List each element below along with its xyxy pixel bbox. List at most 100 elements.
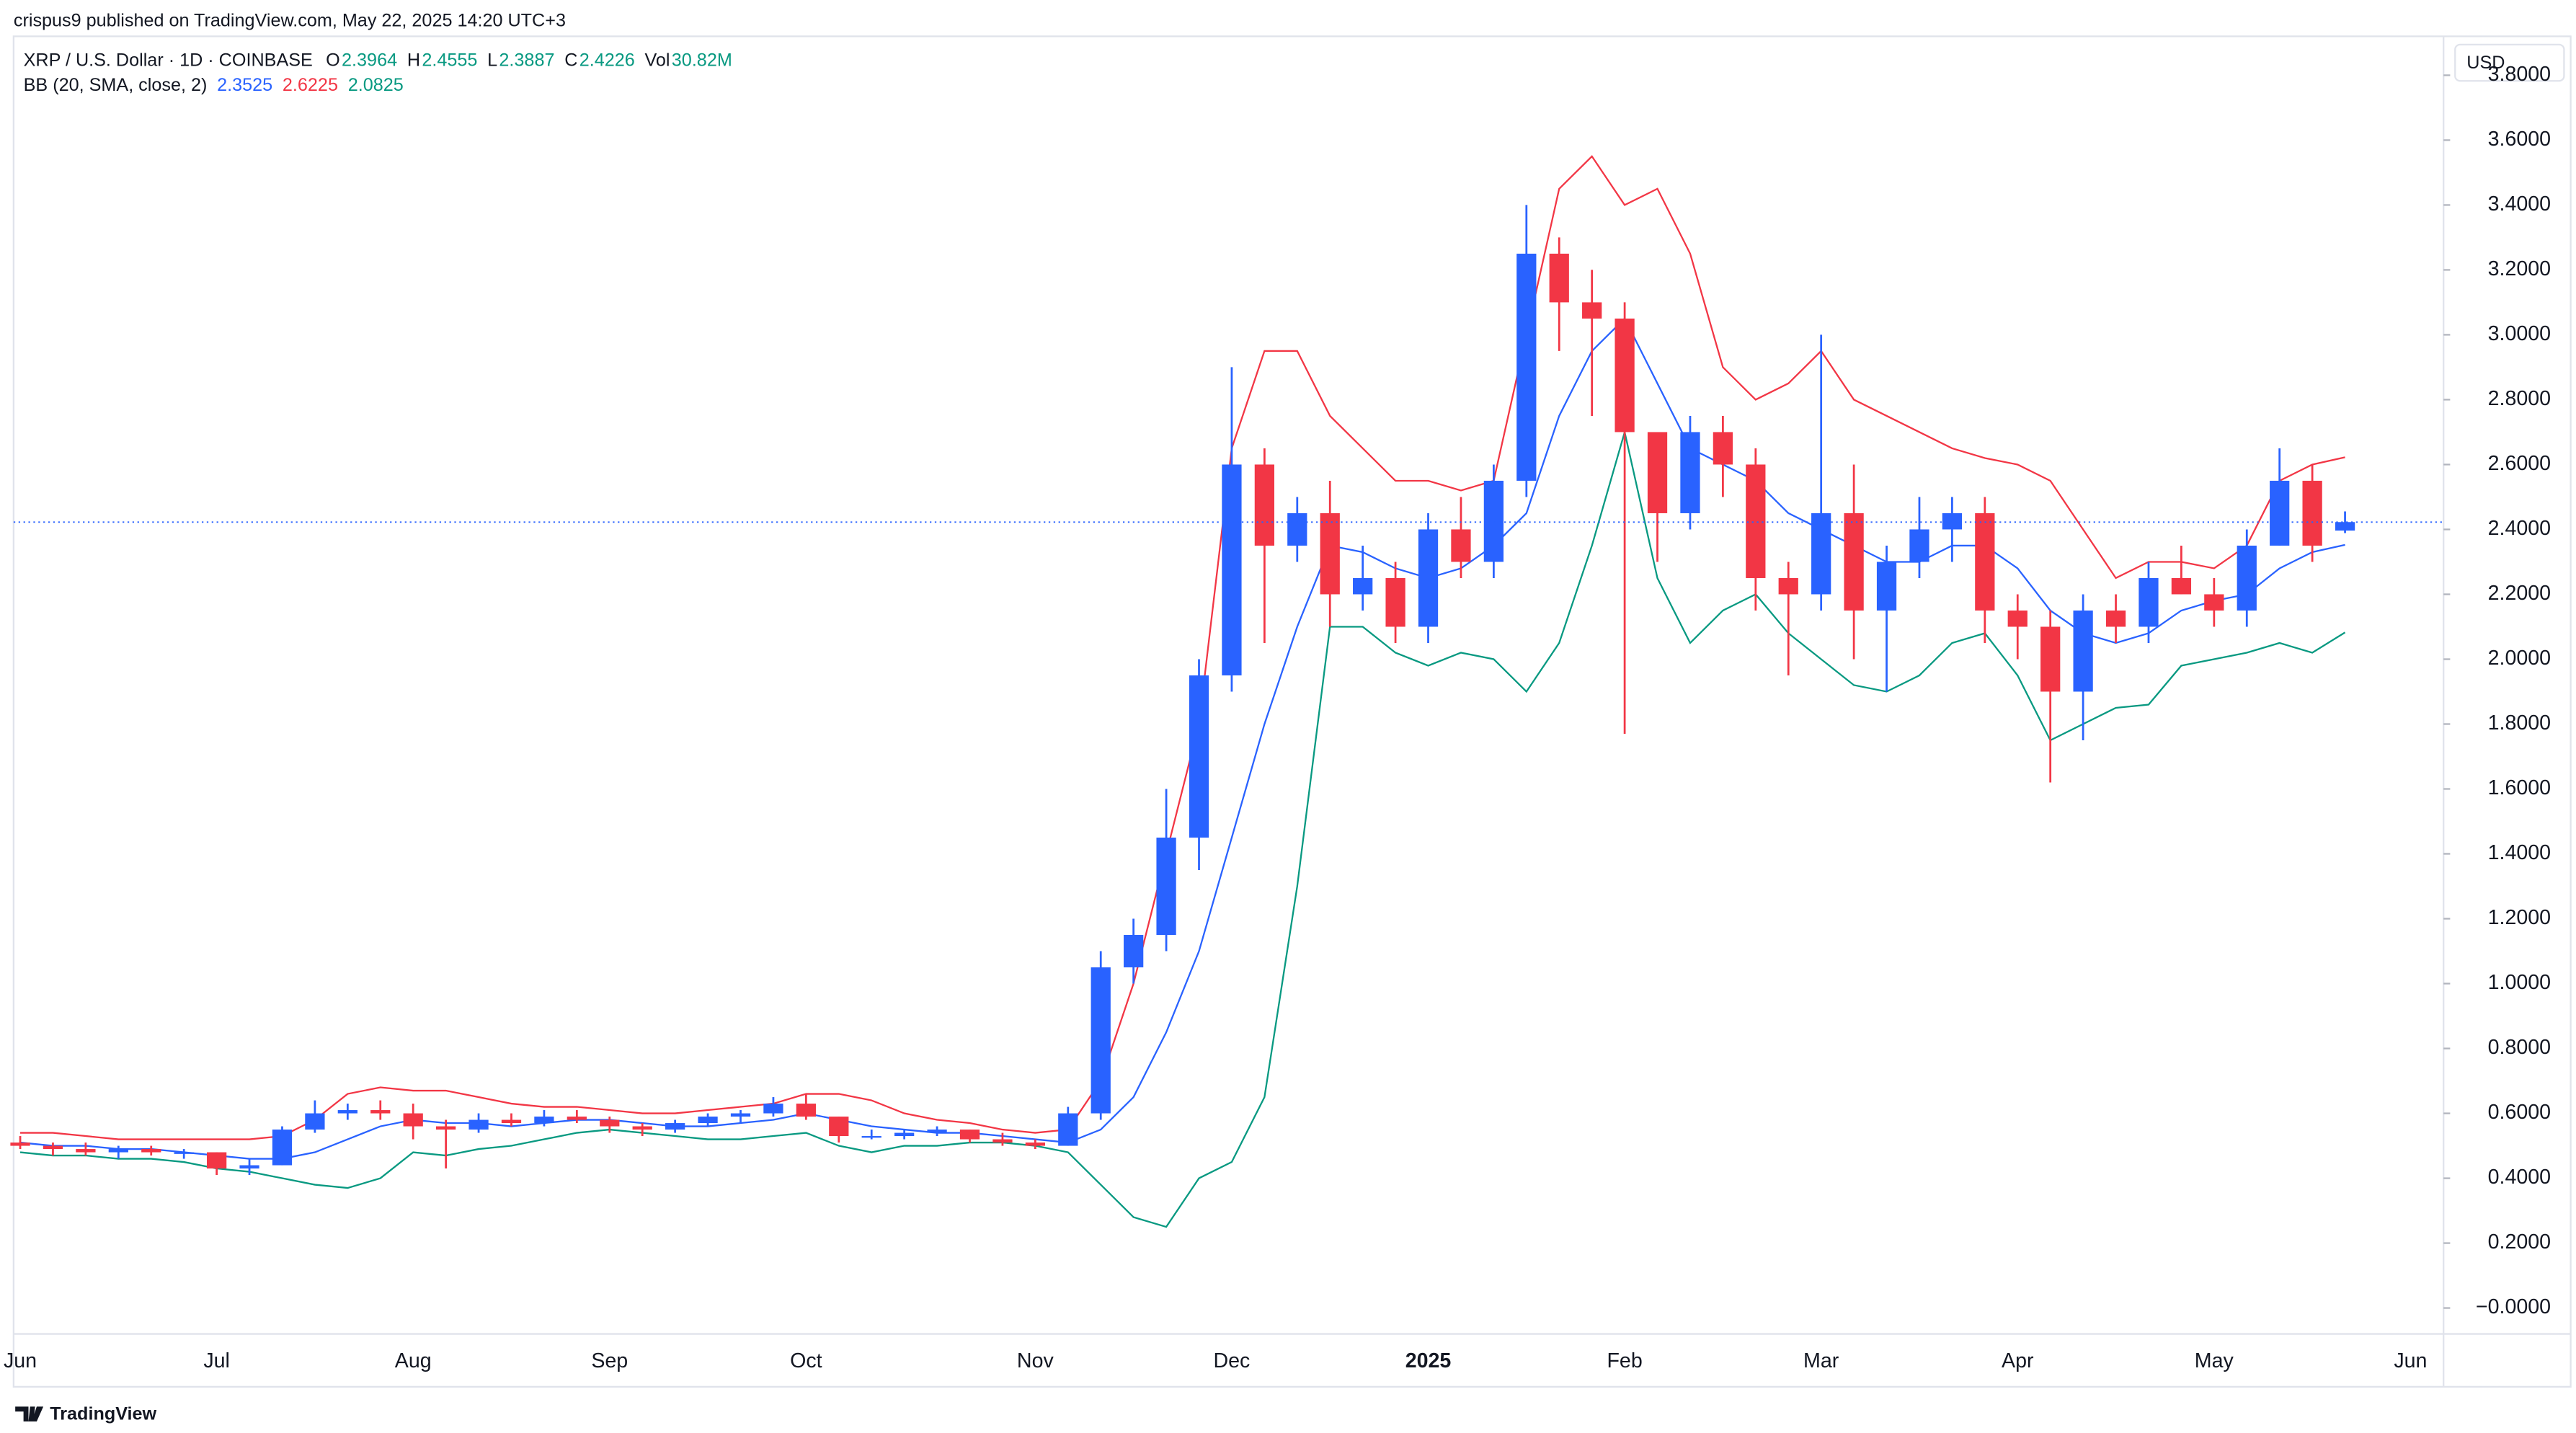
currency-box[interactable] [2454, 43, 2565, 82]
candle-body [108, 1149, 128, 1153]
candle-body [403, 1113, 423, 1127]
candle-body [829, 1117, 849, 1137]
candle-body [1287, 513, 1307, 546]
candle-body [2237, 545, 2257, 611]
y-tick-label: 2.4000 [2488, 517, 2551, 540]
frame [12, 35, 2572, 1388]
ohlc-label: C [564, 50, 577, 70]
candle-body [1516, 253, 1537, 481]
x-tick-label: Aug [395, 1349, 432, 1372]
candle-body [43, 1145, 63, 1150]
candle-body [305, 1113, 325, 1130]
y-tick-label: 0.2000 [2488, 1230, 2551, 1254]
candle-body [1254, 464, 1274, 546]
candle-body [1844, 513, 1864, 611]
y-tick-label: 3.8000 [2488, 63, 2551, 86]
candle-body [632, 1126, 652, 1130]
candle-body [2335, 522, 2355, 531]
plot [10, 155, 2444, 1228]
candle-body [1451, 529, 1471, 562]
candle-body [1124, 935, 1144, 968]
x-tick-label: Oct [790, 1349, 822, 1372]
y-tick-label: 3.2000 [2488, 257, 2551, 280]
y-tick-label: 1.0000 [2488, 971, 2551, 994]
candle-body [1909, 529, 1929, 562]
x-tick-label: Mar [1803, 1349, 1839, 1372]
candle-body [796, 1104, 816, 1117]
x-tick-label: Sep [591, 1349, 628, 1372]
candle-body [992, 1139, 1013, 1143]
candle-body [206, 1152, 227, 1169]
candle-body [1811, 513, 1831, 595]
candle-body [468, 1119, 489, 1130]
candle-body [1320, 513, 1340, 595]
candle-body [534, 1117, 554, 1124]
candle-body [1549, 253, 1569, 303]
indicator-value: 2.0825 [348, 75, 404, 95]
candle-body [1222, 464, 1242, 675]
currency: USD [2466, 53, 2505, 73]
candle-body [927, 1130, 947, 1133]
candle-body [698, 1117, 718, 1124]
candle-body [2138, 577, 2159, 627]
candle-body [2270, 480, 2290, 546]
candle-body [1647, 432, 1668, 513]
candle-body [763, 1104, 783, 1114]
candle-body [370, 1110, 391, 1114]
candle-body [1156, 838, 1176, 936]
y-tick-label: 1.2000 [2488, 906, 2551, 929]
candle-body [141, 1149, 161, 1153]
indicator-value: 2.3525 [217, 75, 272, 95]
footer: TradingView [50, 1403, 156, 1424]
band-line [20, 155, 2345, 1140]
y-tick-label: 3.4000 [2488, 192, 2551, 216]
candle-body [894, 1132, 915, 1137]
y-tick-label: 0.4000 [2488, 1166, 2551, 1189]
candle-body [272, 1130, 293, 1166]
candle-body [600, 1119, 620, 1127]
x-tick-label: Nov [1017, 1349, 1054, 1372]
candle-body [959, 1130, 980, 1140]
candle-body [1942, 513, 1963, 530]
candle-body [1025, 1143, 1045, 1146]
y-tick-label: 2.8000 [2488, 387, 2551, 410]
candle-body [1091, 967, 1111, 1114]
candle-body [239, 1165, 259, 1169]
candle-body [2302, 480, 2322, 546]
publisher: crispus9 published on TradingView.com, M… [14, 10, 566, 30]
legend: XRP / U.S. Dollar · 1D · COINBASE O 2.3964… [24, 50, 732, 94]
x-tick-label: May [2195, 1349, 2234, 1372]
candle-body [2007, 610, 2028, 627]
x-tick-label: Feb [1607, 1349, 1642, 1372]
candle-body [174, 1152, 194, 1154]
indicator: BB (20, SMA, close, 2) [24, 75, 208, 95]
band-line [19, 432, 2346, 1228]
x-tick-label: Dec [1213, 1349, 1250, 1372]
candle-body [861, 1136, 881, 1138]
indicator-value: 2.6225 [283, 75, 338, 95]
y-tick-label: −0.0000 [2476, 1295, 2551, 1318]
candle-body [665, 1123, 685, 1130]
ohlc-value: 2.4226 [579, 50, 635, 70]
candle-body [1058, 1113, 1078, 1146]
volume-value: 30.82M [672, 50, 732, 70]
x-tick-label: 2025 [1405, 1349, 1452, 1372]
y-tick-label: 3.0000 [2488, 322, 2551, 345]
candle-body [2171, 577, 2192, 595]
ohlc-label: H [407, 50, 420, 70]
symbol: XRP / U.S. Dollar · 1D · COINBASE [24, 50, 313, 70]
ohlc-label: L [487, 50, 497, 70]
candle-body [1746, 464, 1766, 578]
candle-body [10, 1143, 30, 1146]
candle-body [730, 1113, 751, 1117]
footer-logo [15, 1406, 44, 1421]
candle-body [1582, 302, 1602, 319]
candle-body [1483, 480, 1504, 562]
candle-body [2040, 626, 2061, 692]
ohlc-value: 2.4555 [422, 50, 477, 70]
candle-body [1680, 432, 1700, 513]
ohlc-value: 2.3887 [499, 50, 554, 70]
